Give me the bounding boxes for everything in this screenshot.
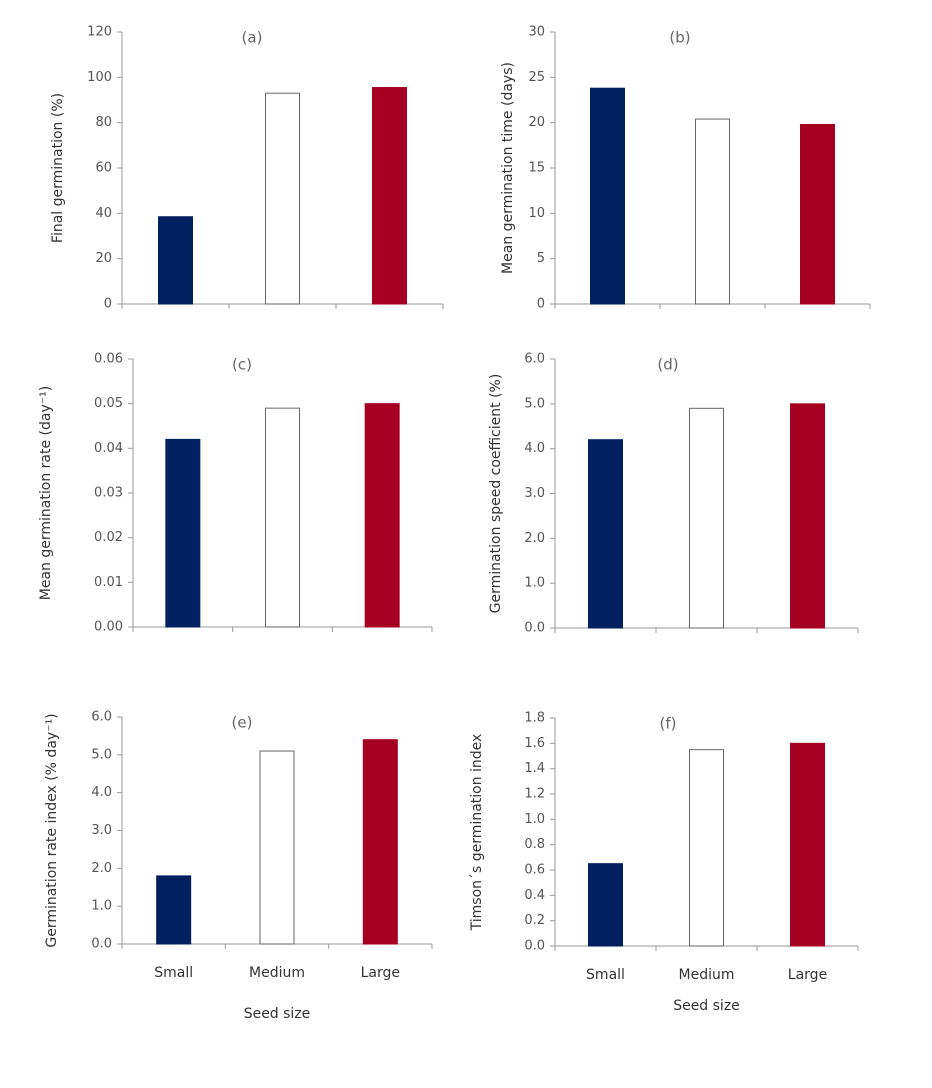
y-tick-label: 2.0 [524,531,545,546]
x-axis-label: Seed size [244,1006,311,1022]
y-tick-label: 0.02 [94,530,123,545]
bar [165,438,201,628]
y-tick-label: 0.06 [94,352,123,367]
y-tick-label: 1.0 [524,812,545,827]
y-tick-label: 1.8 [524,711,545,726]
chart-title: (b) [669,29,690,47]
bar [158,216,193,305]
chart-title: (d) [657,356,678,374]
y-tick-label: 30 [528,25,545,40]
y-tick-label: 40 [95,206,112,221]
y-tick-label: 20 [95,251,112,266]
y-tick-label: 0.05 [94,396,123,411]
y-tick-label: 100 [87,70,112,85]
y-axis-label: Germination rate index (% day⁻¹) [44,713,60,947]
bar [590,87,625,305]
bar [372,87,407,305]
y-tick-label: 0.0 [524,621,545,636]
y-axis-label: Germination speed coefficient (%) [488,374,504,614]
y-axis-label: Mean germination time (days) [500,62,516,274]
y-tick-label: 0 [104,297,112,312]
y-tick-label: 5 [537,251,545,266]
y-tick-label: 20 [528,115,545,130]
chart-title: (c) [232,356,252,374]
bar [800,123,835,305]
y-axis-label: Timson´s germination index [469,734,485,932]
bar [259,750,295,945]
y-axis-label: Mean germination rate (day⁻¹) [38,386,54,600]
y-tick-label: 0.01 [94,575,123,590]
bar [156,875,192,945]
y-tick-label: 15 [528,161,545,176]
y-tick-label: 1.0 [524,576,545,591]
y-axis-label: Final germination (%) [50,93,66,243]
bar [265,407,300,628]
y-tick-label: 0.00 [94,620,123,635]
y-tick-label: 0.04 [94,441,123,456]
x-tick-label: Large [361,965,400,981]
x-tick-label: Small [586,967,625,983]
bar [790,403,825,629]
y-tick-label: 0 [537,297,545,312]
bar [695,118,730,305]
x-tick-label: Medium [679,967,735,983]
bar [588,863,623,947]
y-tick-label: 1.4 [524,761,545,776]
y-tick-label: 0.03 [94,486,123,501]
y-tick-label: 6.0 [524,352,545,367]
x-tick-label: Medium [249,965,305,981]
bar [362,739,398,945]
y-tick-label: 10 [528,206,545,221]
y-tick-label: 0.8 [524,837,545,852]
y-tick-label: 25 [528,70,545,85]
bar [364,403,400,628]
chart-title: (f) [660,715,677,733]
chart-title: (a) [242,29,263,47]
x-axis-label: Seed size [673,998,740,1014]
x-tick-label: Small [154,965,193,981]
bar [689,749,724,947]
bar [790,742,825,947]
y-tick-label: 80 [95,115,112,130]
y-tick-label: 3.0 [524,486,545,501]
x-tick-label: Large [788,967,827,983]
bar [265,92,300,305]
y-tick-label: 4.0 [91,785,112,800]
chart-title: (e) [232,714,253,732]
y-tick-label: 120 [87,25,112,40]
y-tick-label: 5.0 [91,747,112,762]
y-tick-label: 0.2 [524,913,545,928]
y-tick-label: 0.4 [524,888,545,903]
y-tick-label: 0.6 [524,863,545,878]
y-tick-label: 3.0 [91,823,112,838]
y-tick-label: 6.0 [91,710,112,725]
y-tick-label: 1.6 [524,736,545,751]
y-tick-label: 1.2 [524,787,545,802]
y-tick-label: 1.0 [91,899,112,914]
y-tick-label: 2.0 [91,861,112,876]
y-tick-label: 4.0 [524,441,545,456]
y-tick-label: 0.0 [524,939,545,954]
y-tick-label: 0.0 [91,937,112,952]
y-tick-label: 60 [95,161,112,176]
y-tick-label: 5.0 [524,396,545,411]
bar [689,407,724,629]
bar [588,439,623,629]
